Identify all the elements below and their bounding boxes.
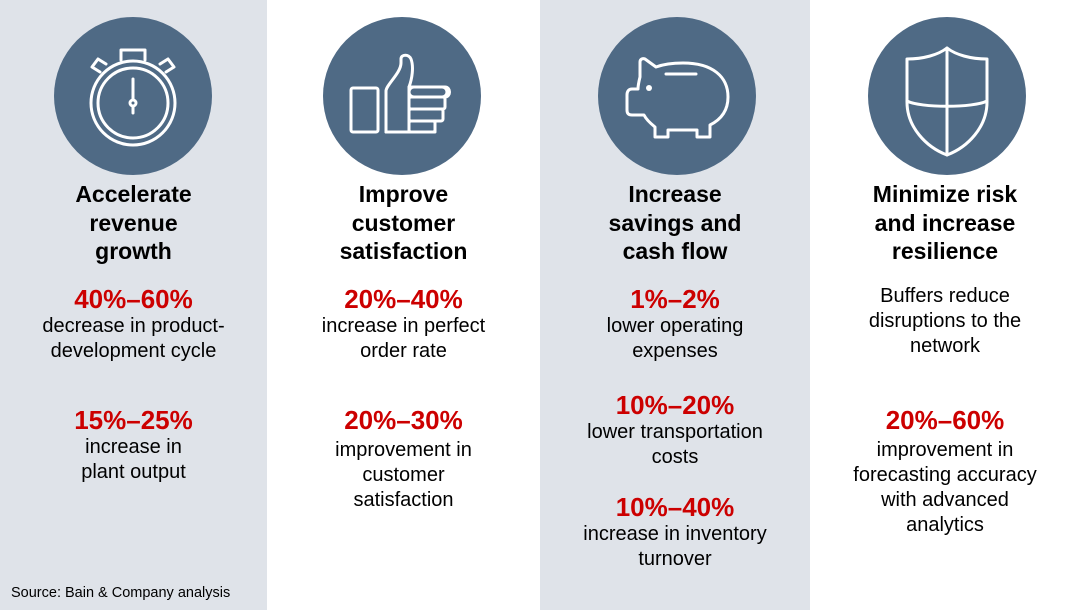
title-line: savings and [608,209,742,236]
source-note: Source: Bain & Company analysis [11,585,231,601]
title-line: resilience [891,238,999,264]
icon-circle [323,17,481,175]
metric-block: 1%–2% lower operating expenses [540,284,810,364]
desc-line: costs [651,446,699,468]
desc-line: forecasting accuracy [853,464,1037,486]
desc-line: increase in [85,436,182,458]
column-accelerate-revenue-growth: Accelerate revenue growth 40%–60% decrea… [0,0,267,610]
metric-value: 20%–30% [344,405,463,435]
desc-line: customer [362,464,445,486]
column-title: Improve customer satisfaction [267,180,540,266]
desc-line: with advanced [881,489,1009,511]
desc-line: expenses [632,340,718,362]
metric-description: lower transportation costs [540,420,810,470]
metric-value: 10%–20% [615,390,735,420]
desc-line: satisfaction [353,489,454,511]
title-line: Accelerate [75,181,192,207]
desc-line: improvement in [876,439,1014,461]
title-line: cash flow [622,238,728,264]
metric-description: increase in inventory turnover [540,522,810,572]
metric-value: 20%–60% [885,405,1005,435]
desc-line: disruptions to the [868,310,1022,332]
column-improve-customer-satisfaction: Improve customer satisfaction 20%–40% in… [267,0,540,610]
desc-line: network [909,335,981,357]
column-increase-savings-cash-flow: Increase savings and cash flow 1%–2% low… [540,0,810,610]
text-block: Buffers reduce disruptions to the networ… [810,284,1080,359]
stopwatch-icon [89,48,177,147]
metric-description: increase in plant output [0,435,267,485]
metric-description: improvement in customer satisfaction [267,438,540,513]
desc-line: decrease in product- [42,315,225,337]
column-title: Minimize risk and increase resilience [810,180,1080,266]
desc-line: development cycle [50,340,217,362]
icon-circle [598,17,756,175]
title-line: Improve [358,181,449,207]
desc-line: analytics [906,514,984,536]
icon-circle [54,17,212,175]
title-line: Increase [628,181,722,207]
metric-block: 10%–20% lower transportation costs [540,390,810,470]
desc-line: order rate [360,340,447,362]
shield-icon [905,46,989,157]
column-minimize-risk-increase-resilience: Minimize risk and increase resilience Bu… [810,0,1080,610]
column-title: Increase savings and cash flow [540,180,810,266]
metric-value: 20%–40% [344,284,463,314]
metric-block: 20%–60% improvement in forecasting accur… [810,405,1080,538]
metric-description: increase in perfect order rate [267,314,540,364]
metric-description: decrease in product- development cycle [0,314,267,364]
thumbs-up-icon [349,53,451,134]
metric-value: 40%–60% [74,284,193,314]
title-line: Minimize risk [872,181,1018,207]
title-line: customer [351,209,456,236]
icon-circle [868,17,1026,175]
desc-line: plant output [81,461,186,483]
metric-block: 15%–25% increase in plant output [0,405,267,485]
metric-value: 15%–25% [74,405,193,435]
metric-description: lower operating expenses [540,314,810,364]
metric-block: 20%–30% improvement in customer satisfac… [267,405,540,513]
title-line: and increase [874,209,1016,236]
metric-value: 10%–40% [615,492,735,522]
metric-value: 1%–2% [630,284,720,314]
desc-line: improvement in [335,439,472,461]
metric-block: 40%–60% decrease in product- development… [0,284,267,364]
desc-line: lower transportation [587,421,763,443]
metric-block: 10%–40% increase in inventory turnover [540,492,810,572]
column-title: Accelerate revenue growth [0,180,267,266]
title-line: growth [95,238,172,264]
title-line: satisfaction [339,238,468,264]
desc-line: Buffers reduce [880,285,1010,307]
metric-description: improvement in forecasting accuracy with… [810,438,1080,538]
desc-line: increase in perfect [321,315,486,337]
metric-block: 20%–40% increase in perfect order rate [267,284,540,364]
title-line: revenue [89,209,178,236]
desc-line: increase in inventory [583,523,767,545]
piggy-bank-icon [625,57,730,139]
metric-description: Buffers reduce disruptions to the networ… [810,284,1080,359]
desc-line: lower operating [606,315,744,337]
desc-line: turnover [638,548,712,570]
